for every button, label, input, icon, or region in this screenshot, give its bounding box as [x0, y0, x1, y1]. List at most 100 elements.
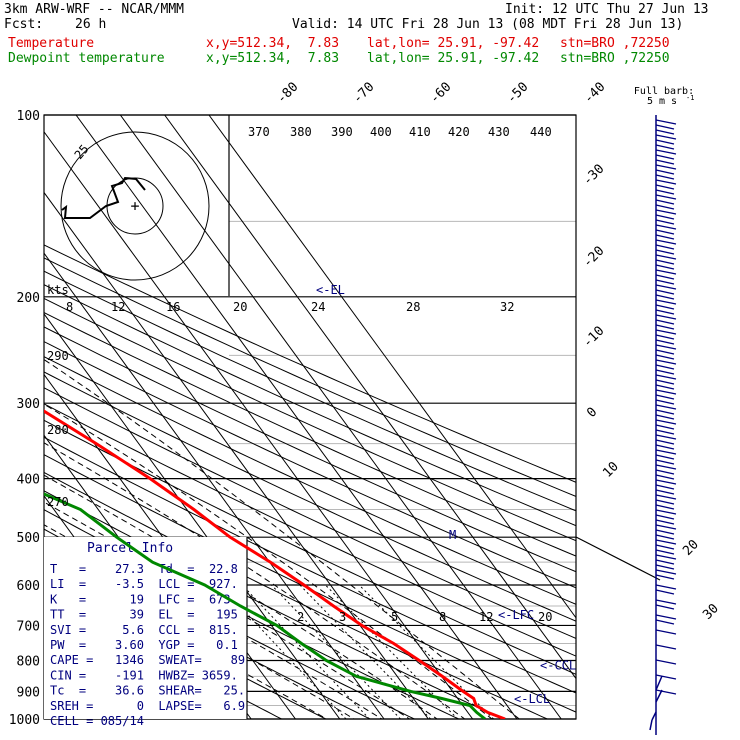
mixing-ratio-label: 12 — [479, 610, 493, 624]
wind-barb — [655, 629, 677, 635]
top-isotherm-label: -80 — [274, 80, 301, 107]
right-isotherm-label: -10 — [580, 324, 607, 351]
parcel-info-row: T = 27.3 Td = 22.8 — [50, 562, 238, 576]
temperature-xy: x,y=512.34, 7.83 — [206, 36, 340, 51]
hodo-speed-label: 28 — [406, 300, 420, 314]
frame-diagonal — [575, 536, 661, 581]
dry-adiabat — [44, 436, 576, 694]
mixing-ratio-label: 2 — [297, 610, 304, 624]
dry-adiabat — [44, 387, 576, 639]
moist-adiabat — [44, 358, 521, 719]
wind-barb — [655, 254, 677, 270]
init-time: Init: 12 UTC Thu 27 Jun 13 — [505, 2, 709, 17]
temperature-line — [44, 409, 506, 719]
theta-label: 390 — [331, 125, 353, 139]
wind-barb — [655, 404, 677, 420]
wind-barb — [655, 299, 677, 315]
wind-barb — [655, 449, 677, 465]
wind-panel-units: 5 m s — [647, 96, 677, 107]
wind-barb — [655, 479, 677, 495]
wind-barb — [655, 239, 677, 255]
wind-panel-title: Full barb: — [634, 86, 694, 97]
wind-barb — [655, 599, 677, 610]
moist-adiabat — [44, 524, 383, 719]
dry-adiabat — [44, 244, 576, 483]
wind-barb — [655, 344, 677, 360]
dry-adiabat — [44, 403, 576, 657]
wind-barb — [655, 224, 677, 240]
wind-barb — [649, 675, 663, 731]
hodo-speed-label: 20 — [233, 300, 247, 314]
moist-adiabat — [44, 442, 466, 719]
wind-barb — [655, 419, 677, 435]
dry-adiabat — [44, 311, 576, 557]
dry-adiabat — [44, 257, 576, 497]
right-isotherm-label: 0 — [584, 405, 600, 421]
wind-barb — [655, 689, 677, 695]
pressure-tick-label: 500 — [17, 531, 40, 546]
right-isotherm-label: -30 — [580, 162, 607, 189]
hodo-speed-label: 12 — [111, 300, 125, 314]
pressure-tick-label: 800 — [17, 654, 40, 669]
m-marker: M — [449, 528, 456, 542]
wind-barb — [655, 569, 677, 580]
wind-barb — [655, 149, 677, 165]
wind-barb — [655, 584, 677, 595]
theta-left-label: 270 — [47, 495, 69, 509]
dry-adiabat — [44, 371, 576, 622]
theta-left-label: 290 — [47, 349, 69, 363]
right-isotherm-label: -20 — [580, 244, 607, 271]
wind-barb — [655, 434, 677, 450]
top-isotherm-label: -70 — [350, 80, 377, 107]
parcel-info-row: CELL = 085/14 — [50, 714, 144, 728]
dewpoint-station: stn=BRO ,72250 — [560, 51, 670, 66]
wind-barb — [655, 509, 677, 525]
pressure-tick-label: 100 — [17, 109, 40, 124]
dewpoint-latlon: lat,lon= 25.91, -97.42 — [367, 51, 540, 66]
parcel-info-title: Parcel Info — [87, 541, 173, 556]
dry-adiabat — [44, 454, 576, 713]
mixing-ratio-line — [325, 584, 459, 719]
wind-barb — [655, 464, 677, 480]
isotherm — [119, 115, 562, 719]
isotherm — [44, 191, 429, 719]
right-isotherm-label: 30 — [700, 601, 722, 623]
wind-barb — [655, 374, 677, 390]
wind-barb — [655, 119, 677, 135]
level-marker: <-EL — [316, 283, 345, 297]
dry-adiabat — [44, 326, 576, 573]
level-marker: <-CCL — [540, 658, 576, 672]
level-marker: <-LFC — [498, 608, 534, 622]
mixing-ratio-label: 5 — [391, 610, 398, 624]
theta-left-label: 280 — [47, 423, 69, 437]
pressure-tick-label: 300 — [17, 397, 40, 412]
parcel-info-row: LI = -3.5 LCL = 927. — [50, 577, 238, 591]
mixing-ratio-label: 3 — [339, 610, 346, 624]
hodo-speed-label: 16 — [166, 300, 180, 314]
isotherm — [75, 115, 518, 719]
mixing-ratio-label: 8 — [439, 610, 446, 624]
wind-barb — [655, 524, 677, 540]
pressure-tick-label: 700 — [17, 619, 40, 634]
dewpoint-line — [44, 492, 487, 719]
theta-label: 410 — [409, 125, 431, 139]
wind-barb — [655, 539, 677, 555]
isotherm — [164, 115, 576, 680]
top-isotherm-label: -60 — [427, 80, 454, 107]
top-isotherm-label: -40 — [581, 80, 608, 107]
parcel-box-bg — [44, 537, 247, 719]
parcel-info-row: K = 19 LFC = 673. — [50, 592, 238, 606]
mixing-ratio-label: 20 — [538, 610, 552, 624]
hodo-speed-label: 24 — [311, 300, 325, 314]
dry-adiabat — [44, 341, 576, 589]
right-isotherm-label: 10 — [600, 459, 622, 481]
wind-barb — [655, 644, 677, 650]
wind-barb — [655, 269, 677, 285]
wind-barb — [655, 494, 677, 510]
dry-adiabat — [44, 419, 576, 675]
dry-adiabat — [44, 297, 576, 542]
pressure-tick-label: 1000 — [9, 713, 40, 728]
forecast-label: Fcst: — [4, 17, 44, 32]
wind-barb — [655, 179, 677, 195]
pressure-tick-label: 900 — [17, 685, 40, 700]
